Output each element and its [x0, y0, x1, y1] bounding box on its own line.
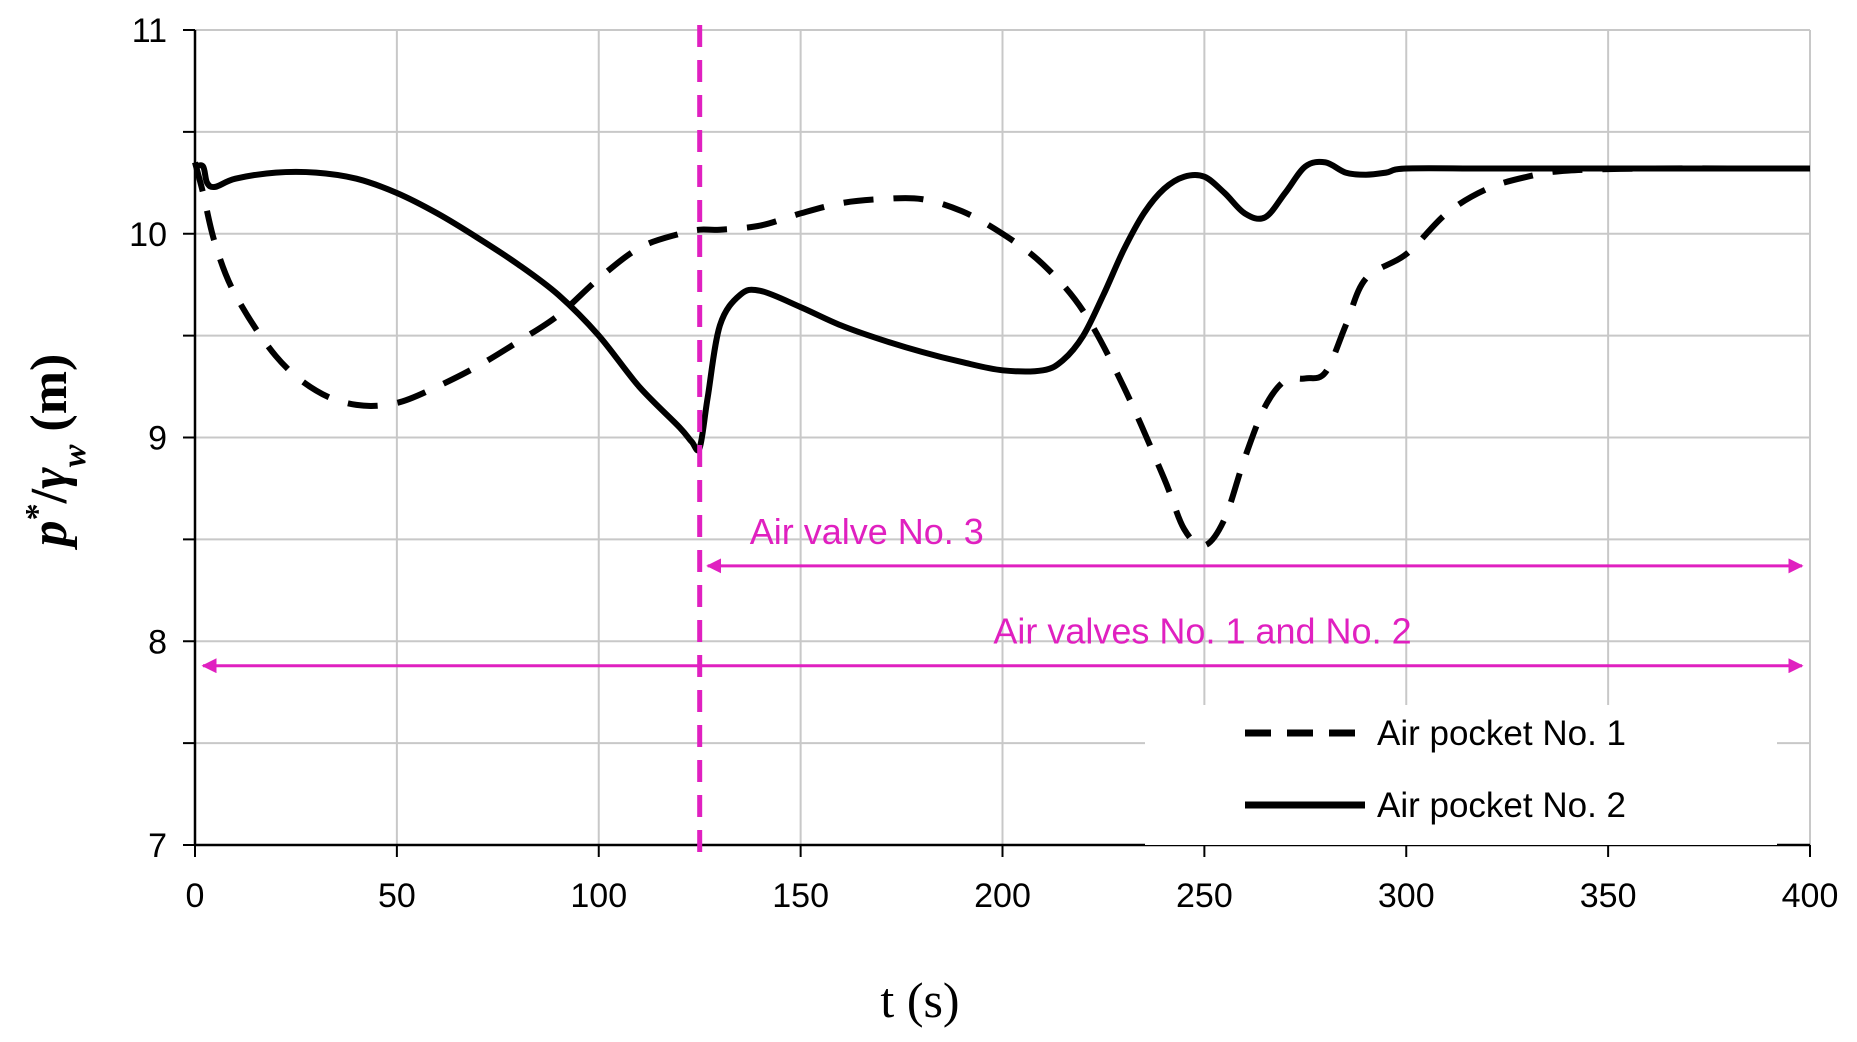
y-axis-title: p*/γw (m): [19, 354, 93, 551]
y-tick-label: 9: [148, 420, 167, 458]
x-tick-label: 400: [1782, 877, 1839, 915]
tick-labels: 0 50 100 150 200 250 300 350 400 7 8 9 10 11: [129, 12, 1838, 915]
series-line-air-pocket-2: [194, 158, 1810, 454]
annotation-label-1: Air valve No. 3: [750, 511, 984, 552]
y-tick-label: 7: [148, 827, 167, 865]
annotations: Air valve No. 3 Air valves No. 1 and No. …: [201, 511, 1804, 674]
legend-label-air-pocket-1: Air pocket No. 1: [1377, 714, 1626, 753]
y-tick-label: 11: [132, 12, 167, 50]
x-tick-label: 250: [1176, 877, 1233, 915]
y-tick-label: 10: [129, 216, 167, 254]
x-tick-label: 150: [772, 877, 829, 915]
x-tick-label: 300: [1378, 877, 1435, 915]
x-tick-label: 350: [1580, 877, 1637, 915]
legend-label-air-pocket-2: Air pocket No. 2: [1377, 786, 1626, 825]
x-tick-label: 50: [378, 877, 416, 915]
x-tick-label: 200: [974, 877, 1031, 915]
legend: Air pocket No. 1 Air pocket No. 2: [1145, 705, 1777, 845]
series-line-air-pocket-1: [192, 161, 1810, 549]
x-tick-label: 100: [570, 877, 627, 915]
series-lines: [192, 158, 1810, 549]
annotation-label-2: Air valves No. 1 and No. 2: [993, 611, 1411, 652]
x-tick-label: 0: [186, 877, 205, 915]
legend-background: [1145, 705, 1777, 845]
x-axis-title: t (s): [880, 972, 959, 1028]
y-tick-label: 8: [148, 623, 167, 661]
